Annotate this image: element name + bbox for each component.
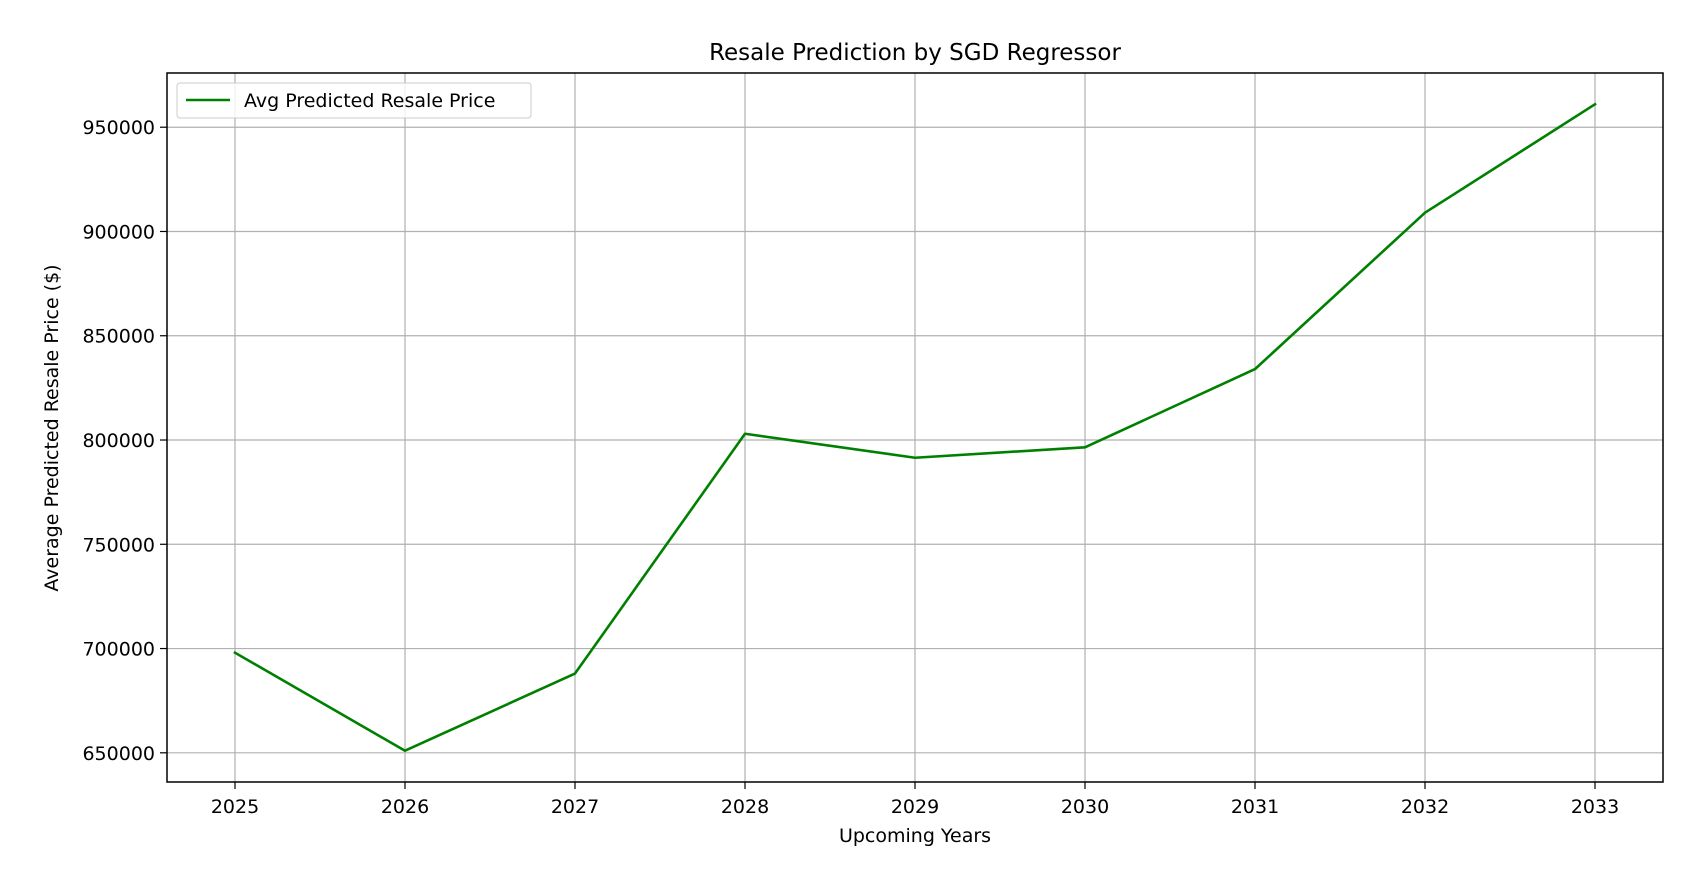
x-tick-label: 2033 xyxy=(1571,796,1619,818)
x-tick-label: 2027 xyxy=(551,796,599,818)
x-tick-label: 2028 xyxy=(721,796,769,818)
y-tick-label: 750000 xyxy=(82,534,155,556)
y-tick-label: 950000 xyxy=(82,117,155,139)
axis-ticks: 2025 2026 2027 2028 2029 2030 2031 2032 2033 6500… xyxy=(82,117,1619,818)
x-tick-label: 2025 xyxy=(211,796,259,818)
x-tick-label: 2031 xyxy=(1231,796,1279,818)
legend-box xyxy=(176,82,532,119)
legend: Avg Predicted Resale Price xyxy=(176,82,532,119)
x-tick-label: 2030 xyxy=(1061,796,1109,818)
y-tick-label: 650000 xyxy=(82,743,155,765)
y-tick-label: 850000 xyxy=(82,326,155,348)
y-axis-title: Average Predicted Resale Price ($) xyxy=(41,264,63,591)
x-tick-label: 2029 xyxy=(891,796,939,818)
x-tick-label: 2032 xyxy=(1401,796,1449,818)
x-axis-title: Upcoming Years xyxy=(839,825,991,847)
y-tick-label: 700000 xyxy=(82,639,155,661)
x-tick-label: 2026 xyxy=(381,796,429,818)
y-tick-label: 800000 xyxy=(82,430,155,452)
y-tick-label: 900000 xyxy=(82,221,155,243)
grid-lines xyxy=(167,73,1663,782)
chart-title: Resale Prediction by SGD Regressor xyxy=(709,40,1121,66)
legend-label: Avg Predicted Resale Price xyxy=(244,90,495,112)
series-lines xyxy=(233,102,1597,753)
